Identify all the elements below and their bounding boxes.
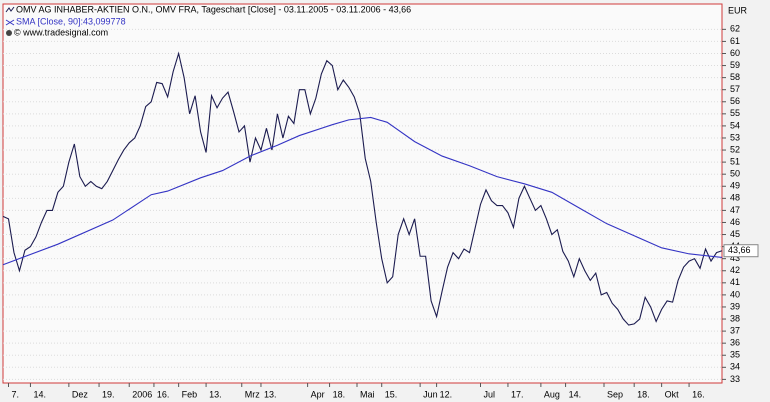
y-tick-label: 51 bbox=[730, 156, 740, 166]
x-tick-label: Jun bbox=[423, 389, 438, 399]
y-tick-label: 40 bbox=[730, 289, 740, 299]
last-price-label: 43,66 bbox=[728, 245, 751, 255]
chart-subtitle: SMA [Close, 90]:43,099778 bbox=[16, 16, 126, 26]
y-tick-label: 41 bbox=[730, 277, 740, 287]
y-tick-label: 38 bbox=[730, 313, 740, 323]
y-tick-label: 36 bbox=[730, 338, 740, 348]
x-tick-label: 13. bbox=[209, 389, 222, 399]
x-tick-label: Dez bbox=[72, 389, 89, 399]
y-axis-label: EUR bbox=[728, 5, 748, 15]
x-tick-label: 12. bbox=[440, 389, 453, 399]
y-tick-label: 35 bbox=[730, 350, 740, 360]
y-tick-label: 33 bbox=[730, 374, 740, 384]
x-tick-label: Okt bbox=[665, 389, 680, 399]
series-icon bbox=[5, 6, 15, 13]
x-tick-label: 15. bbox=[385, 389, 398, 399]
y-tick-label: 45 bbox=[730, 229, 740, 239]
x-tick-label: Feb bbox=[182, 389, 198, 399]
x-tick-label: 16. bbox=[157, 389, 170, 399]
y-tick-label: 58 bbox=[730, 72, 740, 82]
chart-title: OMV AG INHABER-AKTIEN O.N., OMV FRA, Tag… bbox=[16, 4, 411, 14]
y-tick-label: 47 bbox=[730, 205, 740, 215]
y-tick-label: 57 bbox=[730, 84, 740, 94]
x-tick-label: 14. bbox=[569, 389, 582, 399]
y-tick-label: 50 bbox=[730, 169, 740, 179]
y-tick-label: 53 bbox=[730, 132, 740, 142]
y-tick-label: 54 bbox=[730, 120, 740, 130]
y-tick-label: 59 bbox=[730, 60, 740, 70]
line-series bbox=[2, 116, 723, 266]
x-tick-label: Sep bbox=[607, 389, 623, 399]
y-tick-label: 56 bbox=[730, 96, 740, 106]
copyright: © www.tradesignal.com bbox=[14, 27, 108, 37]
y-tick-label: 49 bbox=[730, 181, 740, 191]
last-price-box bbox=[723, 244, 759, 258]
y-tick-label: 61 bbox=[730, 36, 740, 46]
x-tick-label: 2006 bbox=[132, 389, 152, 399]
x-tick-label: 19. bbox=[102, 389, 115, 399]
x-tick-label: 18. bbox=[637, 389, 650, 399]
globe-icon bbox=[6, 30, 12, 36]
y-tick-label: 39 bbox=[730, 301, 740, 311]
y-tick-label: 37 bbox=[730, 325, 740, 335]
x-tick-label: 13. bbox=[264, 389, 277, 399]
y-tick-label: 55 bbox=[730, 108, 740, 118]
x-tick-label: Jul bbox=[484, 389, 496, 399]
y-tick-label: 46 bbox=[730, 217, 740, 227]
y-tick-label: 42 bbox=[730, 265, 740, 275]
y-tick-label: 43 bbox=[730, 253, 740, 263]
y-tick-label: 62 bbox=[730, 24, 740, 34]
y-tick-label: 52 bbox=[730, 144, 740, 154]
x-tick-label: Mrz bbox=[245, 389, 260, 399]
x-tick-label: 7. bbox=[11, 389, 19, 399]
x-tick-label: 16. bbox=[692, 389, 705, 399]
marks bbox=[2, 51, 723, 326]
x-tick-label: Mai bbox=[360, 389, 375, 399]
plot-area bbox=[2, 3, 723, 384]
y-tick-label: 60 bbox=[730, 48, 740, 58]
line-series bbox=[2, 51, 723, 326]
y-tick-label: 34 bbox=[730, 362, 740, 372]
x-tick-label: Aug bbox=[544, 389, 560, 399]
x-tick-label: 14. bbox=[33, 389, 46, 399]
x-tick-label: Apr bbox=[311, 389, 325, 399]
x-tick-label: 18. bbox=[333, 389, 346, 399]
x-tick-label: 17. bbox=[511, 389, 524, 399]
y-tick-label: 48 bbox=[730, 193, 740, 203]
series-icon bbox=[5, 19, 15, 26]
